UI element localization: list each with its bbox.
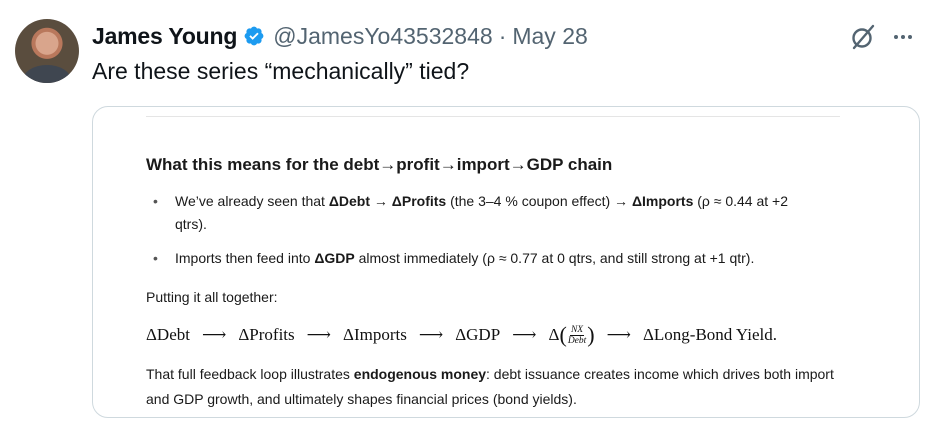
conclusion-paragraph: That full feedback loop illustrates endo… — [146, 366, 834, 407]
more-dot — [908, 35, 912, 39]
tweet-image[interactable]: What this means for the debt→profit→impo… — [92, 106, 920, 418]
bullet-item: Imports then feed into ΔGDP almost immed… — [153, 247, 815, 270]
chain-term: ΔProfits — [238, 325, 295, 344]
author-name[interactable]: James Young — [92, 22, 238, 49]
document-heading: What this means for the debt→profit→impo… — [146, 155, 613, 174]
equation-chain: ΔDebt ⟶ ΔProfits ⟶ ΔImports ⟶ ΔGDP ⟶ Δ (… — [146, 320, 777, 350]
verified-badge-icon — [244, 26, 264, 46]
arrow-icon: ⟶ — [606, 325, 631, 344]
chain-term-fraction: Δ ( NX Debt ) — [548, 322, 595, 347]
more-dot — [901, 35, 905, 39]
separator-dot: · — [498, 22, 507, 49]
grok-icon[interactable] — [848, 22, 878, 52]
author-handle[interactable]: @JamesYo43532848 — [273, 22, 493, 49]
tweet-text: Are these series “mechanically” tied? — [92, 58, 470, 84]
arrow-icon: ⟶ — [418, 325, 444, 344]
avatar[interactable] — [15, 19, 79, 83]
arrow-icon: ⟶ — [512, 325, 537, 344]
tweet-header: James Young @JamesYo43532848 · May 28 — [92, 22, 588, 50]
bullet-item: We’ve already seen that ΔDebt → ΔProfits… — [153, 190, 815, 236]
divider — [146, 116, 840, 117]
chain-term: ΔGDP — [455, 325, 501, 344]
arrow-icon: ⟶ — [201, 325, 227, 344]
chain-term: ΔImports — [343, 325, 407, 344]
summary-intro: Putting it all together: — [146, 289, 278, 305]
more-options-icon[interactable] — [888, 24, 918, 50]
tweet-date[interactable]: May 28 — [512, 22, 588, 49]
arrow-icon: ⟶ — [306, 325, 332, 344]
more-dot — [894, 35, 898, 39]
chain-term: ΔLong-Bond Yield. — [642, 325, 778, 344]
chain-term: ΔDebt — [146, 325, 190, 344]
